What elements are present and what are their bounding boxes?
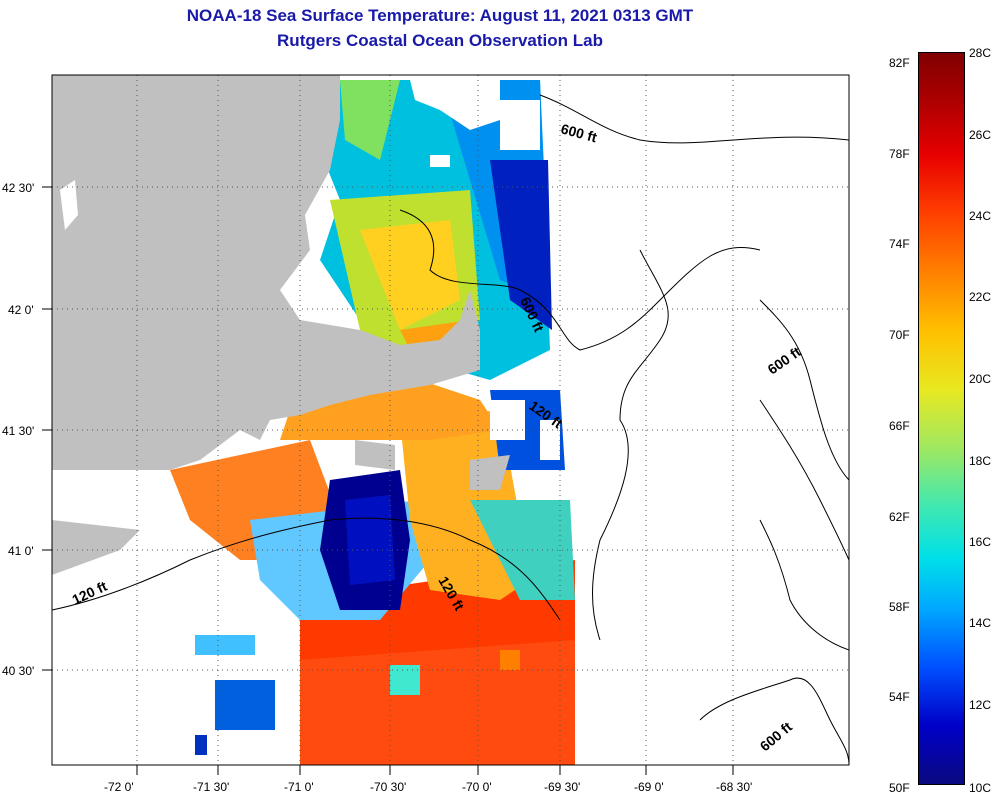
lon-label: -71 0' (284, 780, 314, 794)
map-subtitle: Rutgers Coastal Ocean Observation Lab (277, 31, 603, 50)
lon-label: -70 0' (462, 780, 492, 794)
depth-label: 120 ft (70, 578, 110, 608)
colorbar-c-label: 20C (969, 372, 992, 386)
new-england-landmass (52, 75, 480, 470)
long-island (52, 520, 140, 575)
lat-label: 42 30' (2, 181, 35, 195)
lon-label: -68 30' (716, 780, 753, 794)
contour-600ft-middle (399, 209, 761, 351)
temperature-colorbar (918, 52, 965, 785)
lat-label: 41 30' (2, 424, 35, 438)
colorbar-c-label: 10C (969, 781, 992, 795)
colorbar-c-label: 18C (969, 454, 992, 468)
colorbar-f-label: 54F (889, 690, 910, 704)
lon-label: -71 30' (193, 780, 230, 794)
contour-east-banks (759, 299, 849, 481)
contour-120ft-south (52, 517, 561, 621)
colorbar-f-label: 82F (889, 56, 910, 70)
map-frame (51, 74, 850, 766)
graticule (52, 75, 849, 765)
land (52, 75, 510, 575)
lon-label: -72 0' (104, 780, 134, 794)
contour-600ft-south (699, 677, 849, 765)
no-data-patches (410, 80, 560, 460)
contour-600ft-east (592, 249, 669, 641)
lon-label: -69 0' (634, 780, 664, 794)
axis-ticks (42, 186, 734, 775)
map-title: NOAA-18 Sea Surface Temperature: August … (186, 6, 694, 25)
colorbar-f-label: 50F (889, 781, 910, 795)
colorbar-f-label: 62F (889, 510, 910, 524)
lon-label: -70 30' (370, 780, 407, 794)
colorbar-f-label: 78F (889, 147, 910, 161)
depth-label: 600 ft (757, 718, 796, 754)
colorbar-f-label: 58F (889, 600, 910, 614)
depth-label: 600 ft (559, 120, 599, 145)
lat-label: 42 0' (8, 303, 34, 317)
lake (60, 180, 78, 230)
colorbar-c-label: 28C (969, 46, 992, 60)
colorbar-c-label: 14C (969, 616, 992, 630)
sst-field (170, 80, 575, 765)
colorbar-f-label: 70F (889, 328, 910, 342)
contour-600ft-north (539, 94, 849, 144)
colorbar-c-label: 26C (969, 128, 992, 142)
colorbar-c-label: 22C (969, 290, 992, 304)
colorbar-c-label: 24C (969, 209, 992, 223)
marthas-vineyard (355, 440, 395, 470)
depth-contours (52, 94, 849, 765)
lat-label: 41 0' (8, 544, 34, 558)
colorbar-f-label: 66F (889, 419, 910, 433)
colorbar-c-label: 16C (969, 535, 992, 549)
colorbar-f-label: 74F (889, 237, 910, 251)
lon-label: -69 30' (544, 780, 581, 794)
nantucket (470, 455, 510, 490)
lat-label: 40 30' (2, 664, 35, 678)
colorbar-c-label: 12C (969, 698, 992, 712)
